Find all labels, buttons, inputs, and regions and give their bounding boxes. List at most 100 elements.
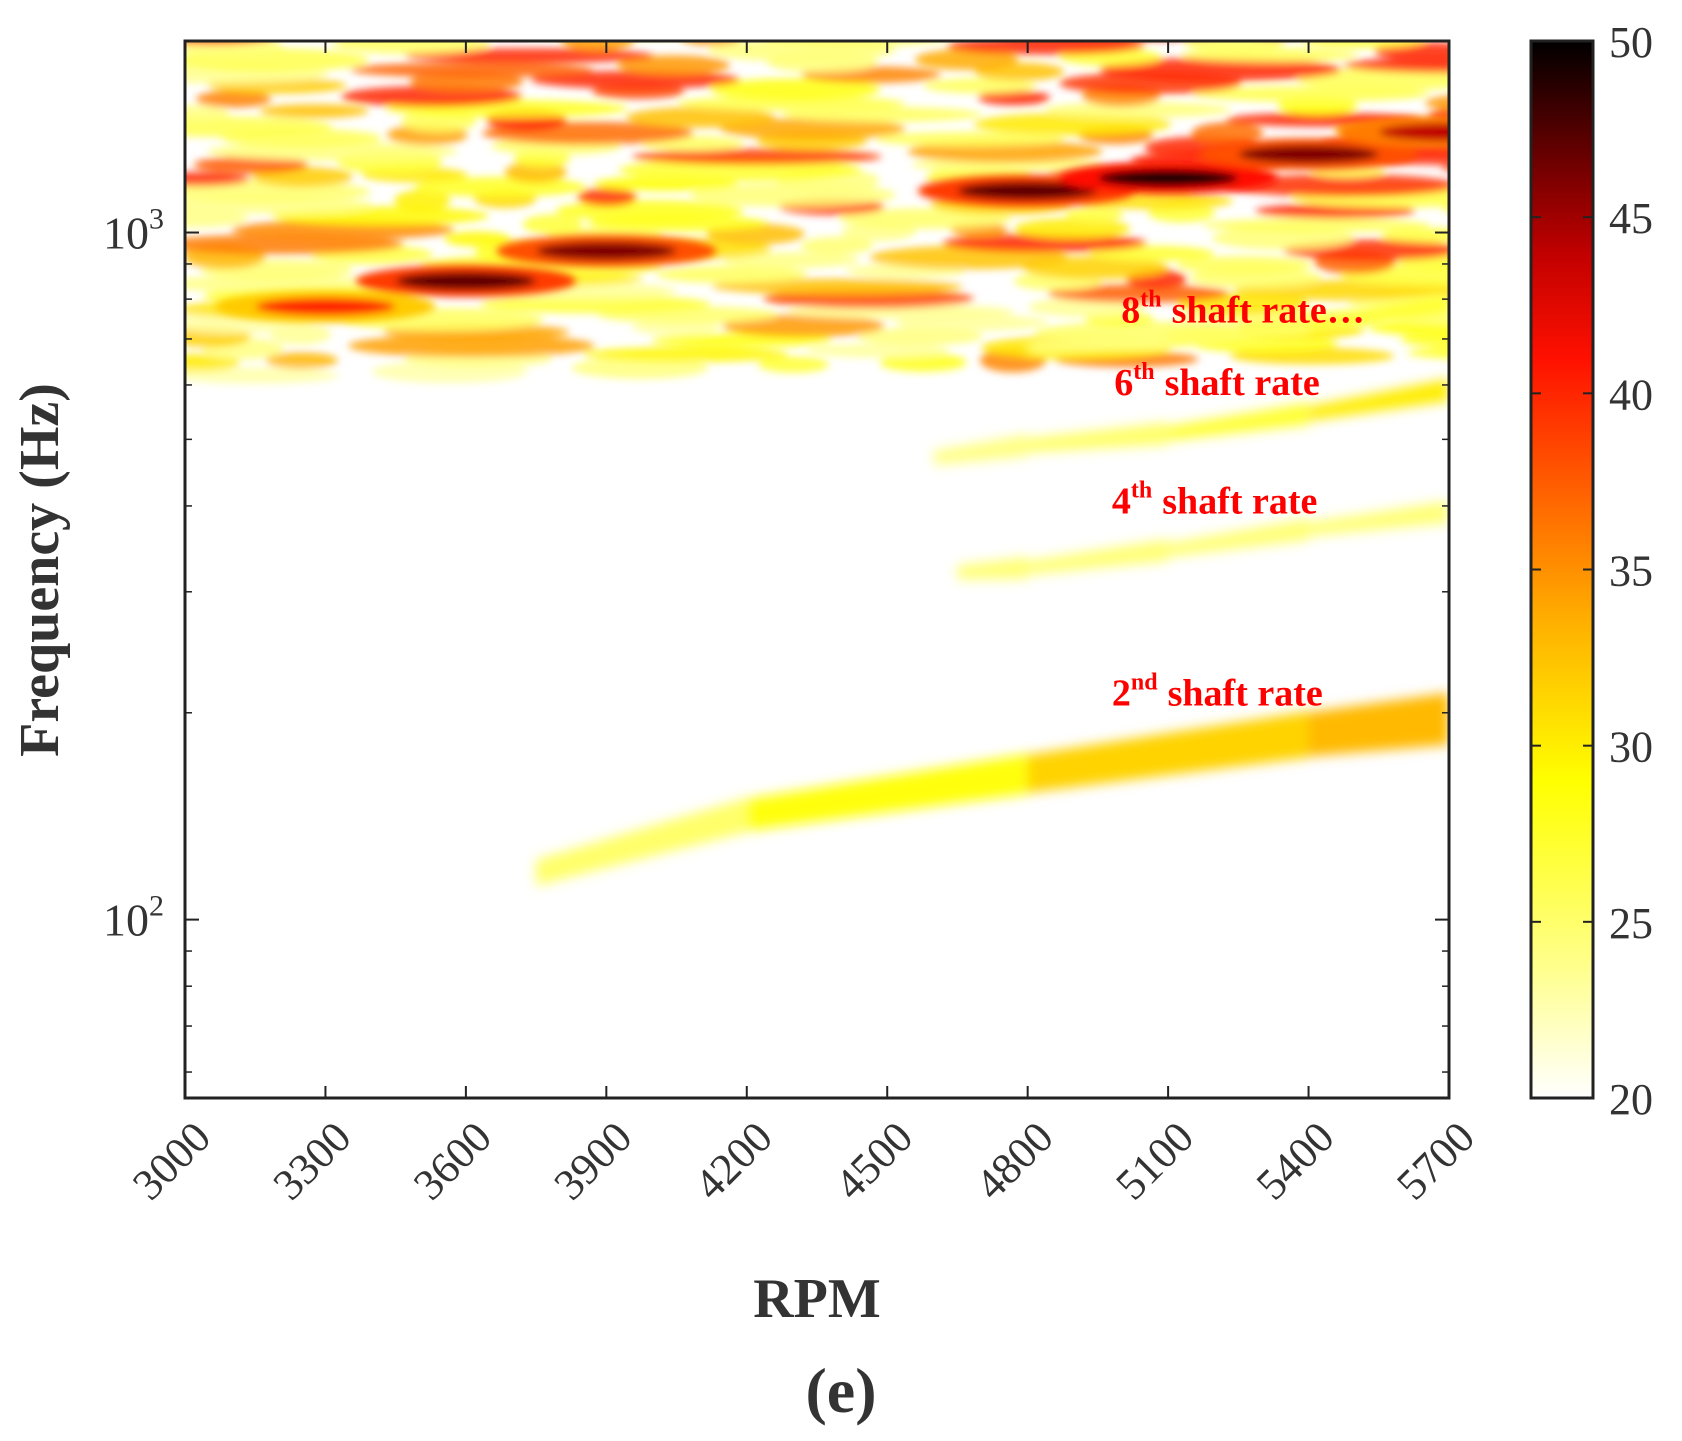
heat-band bbox=[185, 209, 249, 228]
heat-band bbox=[805, 343, 950, 358]
hot-spot bbox=[395, 272, 536, 291]
ridge-segment bbox=[1308, 291, 1449, 334]
heat-band bbox=[185, 172, 251, 187]
ridge-2 bbox=[957, 500, 1449, 580]
heat-band bbox=[1440, 165, 1449, 172]
heat-band bbox=[677, 95, 906, 112]
heat-band bbox=[942, 233, 1147, 253]
hot-spot bbox=[957, 181, 1098, 200]
heat-band bbox=[1084, 8, 1291, 27]
heat-band bbox=[1064, 206, 1124, 223]
heat-band bbox=[185, 274, 381, 293]
x-tick-label: 4800 bbox=[966, 1112, 1063, 1209]
heat-band bbox=[618, 158, 862, 182]
hot-spot bbox=[1238, 145, 1379, 164]
colorbar-tick-label: 25 bbox=[1609, 899, 1653, 948]
heat-band bbox=[185, 41, 284, 57]
heat-band bbox=[479, 294, 711, 314]
shaft-rate-annotation: 4th shaft rate bbox=[1112, 477, 1317, 522]
plot-frame bbox=[183, 39, 1451, 1100]
heat-band bbox=[719, 118, 906, 140]
y-tick-label: 102 bbox=[103, 890, 164, 946]
heat-band bbox=[914, 49, 1019, 70]
heat-band bbox=[711, 278, 963, 295]
heat-band bbox=[1407, 346, 1449, 360]
ridge-segment bbox=[746, 753, 1028, 831]
heat-band bbox=[577, 187, 637, 207]
heat-band bbox=[1048, 284, 1230, 303]
heat-band bbox=[977, 90, 1051, 106]
heat-band bbox=[771, 41, 943, 47]
heat-band bbox=[1301, 41, 1425, 49]
shaft-rate-annotation: 8th shaft rate… bbox=[1121, 286, 1364, 331]
ridge-4 bbox=[1027, 291, 1449, 355]
colorbar-ticks: 20 25 30 35 40 45 50 bbox=[1531, 18, 1653, 1124]
heat-band bbox=[1191, 122, 1264, 145]
heat-band bbox=[757, 356, 830, 373]
shaft-rate-annotation: 2nd shaft rate bbox=[1112, 669, 1323, 714]
heat-band bbox=[626, 107, 775, 128]
heat-band bbox=[632, 148, 882, 165]
panel-label: (e) bbox=[805, 1355, 876, 1426]
heat-band bbox=[1365, 1, 1424, 24]
x-tick-label: 3300 bbox=[264, 1112, 361, 1209]
hot-spot bbox=[536, 241, 677, 260]
heat-band bbox=[206, 142, 459, 161]
x-axis-title: RPM bbox=[753, 1268, 881, 1330]
heat-band bbox=[722, 252, 860, 269]
heat-band bbox=[1202, 218, 1431, 233]
heat-band bbox=[1211, 226, 1355, 250]
heat-band bbox=[710, 78, 881, 101]
hot-spot bbox=[1379, 123, 1449, 142]
x-tick-label: 5700 bbox=[1387, 1112, 1484, 1209]
hot-spot bbox=[1098, 169, 1239, 188]
heat-band bbox=[1099, 57, 1342, 82]
heat-band bbox=[292, 25, 496, 39]
heat-band bbox=[1183, 41, 1284, 54]
x-tick-label: 3900 bbox=[545, 1112, 642, 1209]
heat-band bbox=[631, 320, 722, 335]
ridge-segment bbox=[1168, 518, 1309, 558]
heat-band bbox=[923, 78, 1037, 94]
heat-band bbox=[185, 180, 372, 203]
shaft-rate-annotation: 6th shaft rate bbox=[1114, 359, 1319, 404]
heat-band bbox=[973, 112, 1172, 136]
colorbar-tick-label: 30 bbox=[1609, 723, 1653, 772]
ridge-segment bbox=[934, 434, 1028, 465]
heat-band bbox=[800, 236, 874, 255]
heat-band bbox=[784, 11, 1024, 34]
heat-band bbox=[582, 346, 789, 363]
heat-band bbox=[561, 41, 635, 51]
heat-band bbox=[515, 16, 741, 38]
heat-band bbox=[946, 41, 1145, 55]
heat-band bbox=[722, 314, 885, 337]
ridge-segment bbox=[1027, 422, 1169, 453]
heat-band bbox=[404, 48, 654, 64]
heat-band bbox=[195, 90, 272, 108]
heat-band bbox=[655, 265, 808, 284]
heat-band bbox=[1043, 101, 1232, 118]
heat-band bbox=[185, 116, 333, 138]
x-tick-label: 3000 bbox=[123, 1112, 220, 1209]
heat-band bbox=[185, 105, 230, 122]
y-axis: 102 103 bbox=[103, 203, 1449, 1073]
heat-band bbox=[266, 352, 338, 369]
heat-band bbox=[193, 156, 309, 174]
heat-band bbox=[1296, 67, 1449, 91]
ridge-segment bbox=[1308, 378, 1449, 421]
heat-band bbox=[394, 189, 451, 212]
heat-band bbox=[348, 334, 595, 358]
y-tick-label: 103 bbox=[103, 203, 164, 259]
x-tick-label: 4200 bbox=[685, 1112, 782, 1209]
heat-band bbox=[617, 55, 731, 75]
heat-band bbox=[1380, 227, 1449, 243]
hot-spots bbox=[215, 116, 1449, 323]
ridge-segment bbox=[1308, 692, 1449, 757]
colorbar bbox=[1531, 41, 1593, 1098]
colorbar-tick-label: 40 bbox=[1609, 370, 1653, 419]
x-tick-label: 5100 bbox=[1106, 1112, 1203, 1209]
ridge-segment bbox=[1308, 500, 1449, 537]
heat-band bbox=[555, 199, 744, 222]
heat-band bbox=[332, 41, 491, 55]
colorbar-tick-label: 45 bbox=[1609, 194, 1653, 243]
